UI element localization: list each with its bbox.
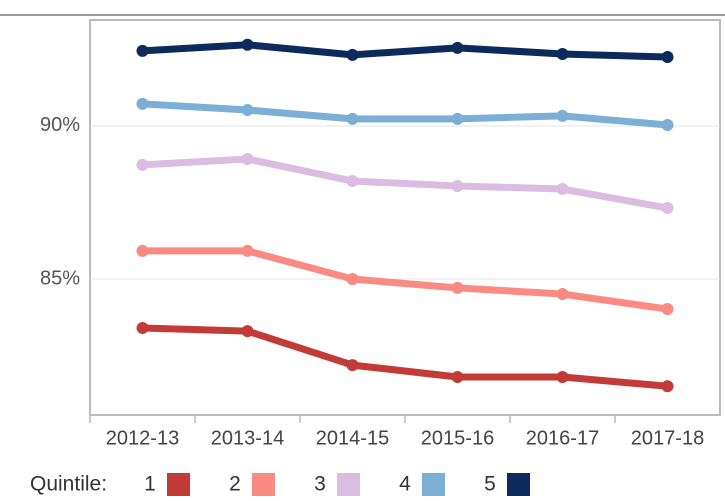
x-tick-label: 2014-15 [316, 427, 389, 449]
point [556, 183, 569, 196]
point [451, 179, 464, 192]
point [661, 202, 674, 215]
legend-label: 5 [484, 473, 496, 496]
point [556, 47, 569, 60]
legend-label: 1 [144, 473, 156, 496]
series-line [142, 100, 668, 129]
point [451, 41, 464, 54]
point [241, 38, 254, 51]
point [556, 109, 569, 122]
point [556, 288, 569, 301]
legend-swatch [252, 473, 275, 496]
x-tick-label: 2016-17 [526, 427, 599, 449]
point [241, 104, 254, 117]
point [451, 112, 464, 125]
x-tick-label: 2013-14 [211, 427, 284, 449]
legend-label: 4 [399, 473, 411, 496]
plot-border [89, 19, 721, 416]
x-tick-label: 2015-16 [421, 427, 494, 449]
y-tick-label: 85% [40, 267, 80, 289]
point [346, 112, 359, 125]
point [661, 380, 674, 393]
point [346, 175, 359, 188]
point [451, 281, 464, 294]
point [346, 48, 359, 61]
point [241, 325, 254, 338]
series-line [142, 324, 668, 390]
legend-swatch [337, 473, 360, 496]
point [661, 303, 674, 316]
x-tick-label: 2017-18 [631, 427, 704, 449]
point [136, 158, 149, 171]
y-tick-label: 90% [40, 114, 80, 136]
point [136, 244, 149, 257]
point [346, 359, 359, 372]
legend-swatch [422, 473, 445, 496]
point [661, 119, 674, 132]
point [661, 51, 674, 64]
point [241, 153, 254, 166]
legend-label: 2 [229, 473, 241, 496]
point [346, 273, 359, 286]
series-line [142, 41, 668, 61]
series-line [142, 247, 668, 313]
series-line [142, 155, 669, 212]
legend-swatch [167, 473, 190, 496]
point [556, 371, 569, 384]
legend-swatch [507, 473, 530, 496]
point [451, 371, 464, 384]
point [136, 322, 149, 335]
x-tick-label: 2012-13 [106, 427, 179, 449]
point [136, 97, 149, 110]
point [136, 44, 149, 57]
legend-label: 3 [314, 473, 326, 496]
point [241, 244, 254, 257]
legend-title: Quintile: [30, 473, 107, 496]
